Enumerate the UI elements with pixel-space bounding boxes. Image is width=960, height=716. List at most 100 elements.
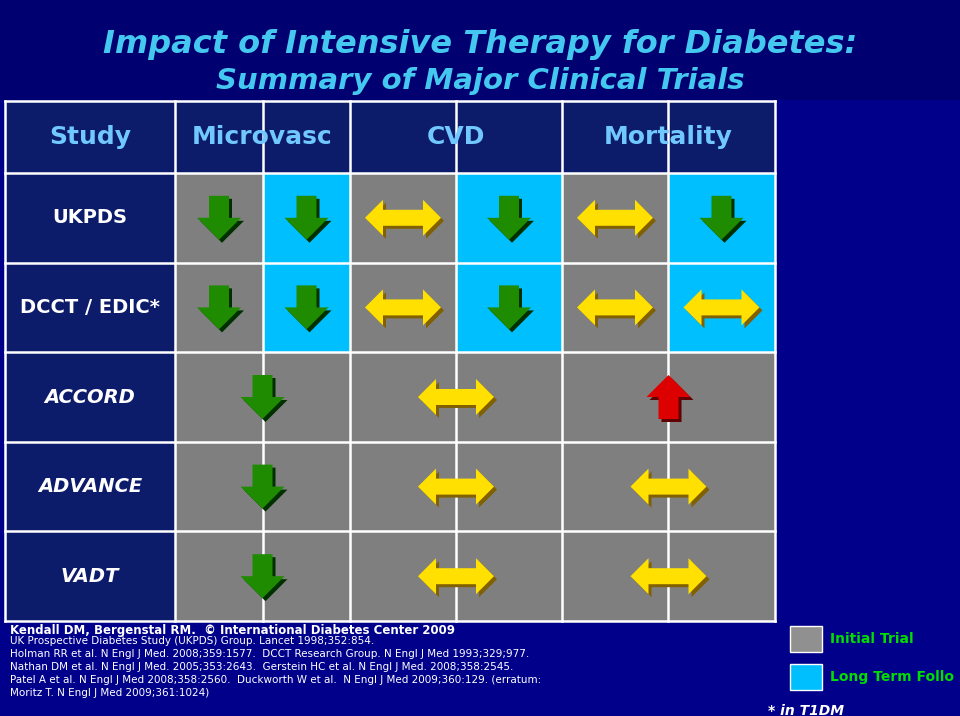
- Text: Study: Study: [49, 125, 131, 149]
- FancyBboxPatch shape: [175, 173, 263, 263]
- Text: Long Term Follo: Long Term Follo: [830, 670, 954, 684]
- FancyBboxPatch shape: [350, 263, 456, 352]
- Polygon shape: [418, 558, 494, 594]
- Polygon shape: [650, 378, 693, 422]
- Text: Kendall DM, Bergenstal RM.  © International Diabetes Center 2009: Kendall DM, Bergenstal RM. © Internation…: [10, 624, 455, 637]
- Polygon shape: [284, 195, 328, 240]
- Text: Impact of Intensive Therapy for Diabetes:: Impact of Intensive Therapy for Diabetes…: [103, 29, 857, 59]
- Text: ACCORD: ACCORD: [44, 387, 135, 407]
- FancyBboxPatch shape: [263, 173, 350, 263]
- Text: UKPDS: UKPDS: [53, 208, 128, 227]
- FancyBboxPatch shape: [5, 531, 175, 621]
- FancyBboxPatch shape: [668, 531, 775, 621]
- Text: DCCT / EDIC*: DCCT / EDIC*: [20, 298, 160, 317]
- Polygon shape: [241, 465, 284, 508]
- FancyBboxPatch shape: [175, 352, 263, 442]
- FancyBboxPatch shape: [5, 101, 775, 173]
- Polygon shape: [490, 199, 534, 243]
- Polygon shape: [684, 289, 759, 325]
- Text: Summary of Major Clinical Trials: Summary of Major Clinical Trials: [216, 67, 744, 95]
- FancyBboxPatch shape: [5, 352, 175, 442]
- Polygon shape: [368, 203, 444, 239]
- Polygon shape: [490, 289, 534, 332]
- Text: CVD: CVD: [427, 125, 485, 149]
- Polygon shape: [580, 292, 656, 329]
- FancyBboxPatch shape: [175, 263, 263, 352]
- Polygon shape: [634, 472, 709, 508]
- Text: Patel A et al. N Engl J Med 2008;358:2560.  Duckworth W et al.  N Engl J Med 200: Patel A et al. N Engl J Med 2008;358:256…: [10, 675, 541, 685]
- Polygon shape: [421, 382, 497, 418]
- Polygon shape: [287, 289, 331, 332]
- Text: * in T1DM: * in T1DM: [768, 704, 844, 716]
- Polygon shape: [200, 289, 244, 332]
- Polygon shape: [487, 286, 531, 329]
- Polygon shape: [244, 468, 287, 512]
- FancyBboxPatch shape: [456, 442, 562, 531]
- FancyBboxPatch shape: [350, 173, 456, 263]
- FancyBboxPatch shape: [456, 352, 562, 442]
- Polygon shape: [634, 561, 709, 597]
- Text: Microvasc: Microvasc: [192, 125, 333, 149]
- FancyBboxPatch shape: [263, 263, 350, 352]
- Polygon shape: [703, 199, 747, 243]
- Text: Nathan DM et al. N Engl J Med. 2005;353:2643.  Gerstein HC et al. N Engl J Med. : Nathan DM et al. N Engl J Med. 2005;353:…: [10, 662, 514, 672]
- FancyBboxPatch shape: [456, 263, 562, 352]
- Text: Holman RR et al. N Engl J Med. 2008;359:1577.  DCCT Research Group. N Engl J Med: Holman RR et al. N Engl J Med. 2008;359:…: [10, 649, 529, 659]
- FancyBboxPatch shape: [5, 173, 175, 263]
- FancyBboxPatch shape: [668, 352, 775, 442]
- Text: VADT: VADT: [60, 566, 119, 586]
- Polygon shape: [646, 375, 690, 419]
- Text: ADVANCE: ADVANCE: [37, 477, 142, 496]
- Polygon shape: [418, 379, 494, 415]
- FancyBboxPatch shape: [263, 531, 350, 621]
- FancyBboxPatch shape: [0, 0, 960, 100]
- Polygon shape: [580, 203, 656, 239]
- Polygon shape: [241, 554, 284, 598]
- Polygon shape: [631, 558, 707, 594]
- Polygon shape: [577, 200, 653, 236]
- Polygon shape: [487, 195, 531, 240]
- Polygon shape: [197, 286, 241, 329]
- FancyBboxPatch shape: [350, 352, 456, 442]
- FancyBboxPatch shape: [668, 442, 775, 531]
- Polygon shape: [421, 472, 497, 508]
- FancyBboxPatch shape: [562, 173, 668, 263]
- Polygon shape: [200, 199, 244, 243]
- FancyBboxPatch shape: [175, 531, 263, 621]
- FancyBboxPatch shape: [790, 664, 822, 690]
- FancyBboxPatch shape: [350, 531, 456, 621]
- Text: Initial Trial: Initial Trial: [830, 632, 914, 646]
- FancyBboxPatch shape: [175, 442, 263, 531]
- FancyBboxPatch shape: [562, 352, 668, 442]
- Polygon shape: [700, 195, 743, 240]
- Polygon shape: [244, 557, 287, 601]
- Polygon shape: [365, 200, 441, 236]
- FancyBboxPatch shape: [562, 263, 668, 352]
- FancyBboxPatch shape: [5, 442, 175, 531]
- Polygon shape: [421, 561, 497, 597]
- FancyBboxPatch shape: [5, 263, 175, 352]
- FancyBboxPatch shape: [790, 626, 822, 652]
- FancyBboxPatch shape: [562, 442, 668, 531]
- FancyBboxPatch shape: [668, 263, 775, 352]
- FancyBboxPatch shape: [263, 442, 350, 531]
- FancyBboxPatch shape: [562, 531, 668, 621]
- Polygon shape: [365, 289, 441, 325]
- FancyBboxPatch shape: [456, 173, 562, 263]
- Polygon shape: [244, 378, 287, 422]
- Polygon shape: [368, 292, 444, 329]
- Text: Mortality: Mortality: [604, 125, 732, 149]
- FancyBboxPatch shape: [668, 173, 775, 263]
- FancyBboxPatch shape: [263, 352, 350, 442]
- FancyBboxPatch shape: [350, 442, 456, 531]
- Polygon shape: [197, 195, 241, 240]
- Polygon shape: [577, 289, 653, 325]
- Polygon shape: [241, 375, 284, 419]
- Polygon shape: [287, 199, 331, 243]
- Polygon shape: [631, 468, 707, 505]
- Polygon shape: [418, 468, 494, 505]
- Text: Moritz T. N Engl J Med 2009;361:1024): Moritz T. N Engl J Med 2009;361:1024): [10, 688, 209, 698]
- Text: UK Prospective Diabetes Study (UKPDS) Group. Lancet 1998;352:854.: UK Prospective Diabetes Study (UKPDS) Gr…: [10, 636, 374, 646]
- FancyBboxPatch shape: [456, 531, 562, 621]
- Polygon shape: [686, 292, 762, 329]
